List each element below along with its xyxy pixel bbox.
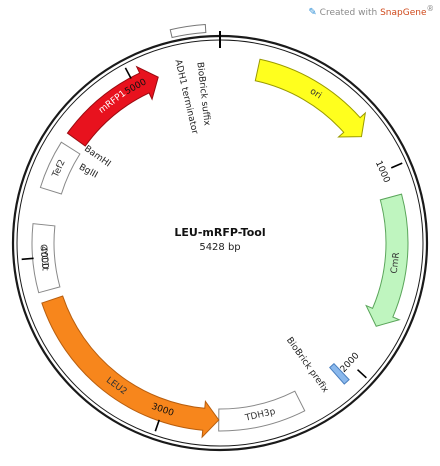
tick-mark-3000 <box>154 419 160 432</box>
biobrick-prefix-label: BioBrick prefix <box>284 336 330 396</box>
snapgene-logo-icon: ✎ <box>308 7 317 18</box>
feature-adh1-terminator <box>169 23 207 39</box>
feature-leu2 <box>41 295 220 439</box>
feature-cmr <box>365 193 409 327</box>
bglii-label: BglII <box>77 162 99 180</box>
feature-ori <box>254 58 367 138</box>
credit-prefix: Created with <box>319 8 381 18</box>
snapgene-credit: ✎ Created with SnapGene® <box>308 4 434 18</box>
credit-mark: ® <box>426 4 435 13</box>
feature-cyc1t <box>31 223 61 294</box>
biobrick-suffix-label: BioBrick suffix <box>194 62 211 127</box>
feature-tef2 <box>39 141 81 195</box>
tick-mark-1000 <box>390 162 403 169</box>
feature-mrfp1 <box>66 65 159 147</box>
plasmid-size: 5428 bp <box>199 242 240 253</box>
credit-brand: SnapGene <box>380 8 427 18</box>
tick-mark-4000 <box>21 257 34 261</box>
feature-tdh3p <box>218 390 306 432</box>
feature-label-cmr: CmR <box>390 252 402 274</box>
feature-biobrick-prefix-block <box>329 362 350 385</box>
feature-label-cyc1t: CYC1t <box>38 244 50 272</box>
tick-mark-2000 <box>357 369 367 379</box>
tick-label-4000: 4000 <box>38 246 50 270</box>
plasmid-name: LEU-mRFP-Tool <box>174 226 265 239</box>
tick-label-1000: 1000 <box>373 159 391 184</box>
tick-mark-5000 <box>124 67 132 79</box>
